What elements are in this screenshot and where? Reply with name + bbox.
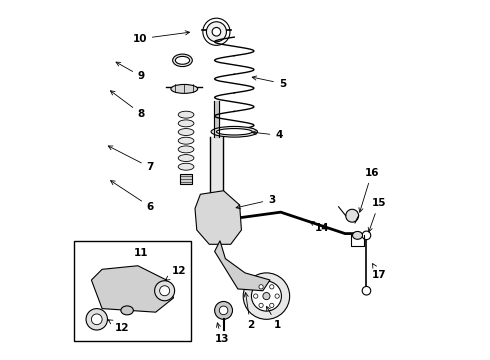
Circle shape (346, 209, 359, 222)
Circle shape (160, 286, 170, 296)
Text: 14: 14 (309, 221, 329, 233)
Ellipse shape (172, 54, 192, 67)
Polygon shape (92, 266, 173, 312)
Text: 17: 17 (371, 264, 386, 280)
Polygon shape (195, 191, 242, 244)
Ellipse shape (178, 129, 194, 135)
Text: 4: 4 (252, 130, 283, 140)
Text: 8: 8 (110, 91, 145, 119)
Ellipse shape (352, 231, 363, 239)
Circle shape (259, 303, 263, 307)
Circle shape (253, 294, 258, 298)
Circle shape (362, 287, 371, 295)
Circle shape (212, 27, 220, 36)
Ellipse shape (171, 85, 197, 93)
Text: 12: 12 (166, 266, 186, 280)
Ellipse shape (121, 306, 133, 315)
Circle shape (220, 306, 228, 315)
Circle shape (251, 281, 281, 311)
Text: 5: 5 (252, 76, 286, 89)
Text: 1: 1 (267, 306, 281, 330)
Ellipse shape (178, 137, 194, 144)
Circle shape (270, 303, 274, 307)
Ellipse shape (217, 129, 252, 135)
Ellipse shape (211, 126, 258, 137)
Circle shape (155, 281, 174, 301)
Ellipse shape (178, 154, 194, 162)
Text: 3: 3 (236, 195, 275, 209)
Text: 16: 16 (359, 168, 379, 212)
Text: 2: 2 (244, 293, 254, 330)
Text: 7: 7 (108, 146, 154, 172)
Bar (74, 241, 192, 341)
Text: 15: 15 (368, 198, 386, 232)
Text: 13: 13 (215, 323, 229, 344)
Ellipse shape (178, 163, 194, 170)
Ellipse shape (178, 120, 194, 127)
Circle shape (206, 22, 226, 42)
Circle shape (92, 314, 102, 325)
Circle shape (362, 231, 371, 240)
Text: 9: 9 (116, 62, 145, 81)
Polygon shape (215, 241, 270, 291)
Circle shape (243, 273, 290, 319)
Circle shape (215, 301, 232, 319)
Circle shape (263, 293, 270, 300)
Text: 12: 12 (108, 320, 129, 333)
Circle shape (270, 285, 274, 289)
Circle shape (86, 309, 107, 330)
Text: 10: 10 (132, 31, 190, 44)
Circle shape (275, 294, 279, 298)
Ellipse shape (178, 146, 194, 153)
Circle shape (259, 285, 263, 289)
Ellipse shape (175, 57, 190, 64)
Text: 11: 11 (134, 248, 148, 258)
Text: 6: 6 (111, 181, 154, 212)
Bar (180, 174, 193, 184)
Ellipse shape (178, 111, 194, 118)
